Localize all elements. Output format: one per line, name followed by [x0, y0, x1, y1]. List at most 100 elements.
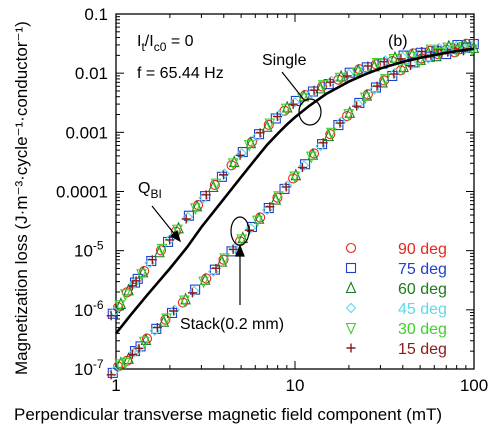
- legend-label: 45 deg: [398, 301, 447, 318]
- data-point-stack: [281, 180, 293, 191]
- data-point-stack: [188, 285, 200, 297]
- qbi-curve-line: [114, 47, 475, 335]
- qbi-arrowhead: [169, 229, 181, 243]
- single-ellipse: [298, 98, 322, 126]
- frequency-annotation: f = 65.44 Hz: [137, 65, 224, 82]
- data-point-single: [114, 300, 126, 313]
- data-point-single: [181, 214, 191, 224]
- data-point-stack: [272, 192, 283, 203]
- data-point-single: [405, 51, 416, 64]
- data-point-single: [317, 80, 329, 92]
- data-point-single: [243, 140, 255, 152]
- data-point-single: [273, 109, 284, 121]
- data-point-stack: [298, 160, 310, 171]
- legend-label: 75 deg: [398, 261, 447, 278]
- x-tick-label: 1: [111, 376, 120, 395]
- plot-layer: 1 10 100 0.1 0.01 0.001 0.0001 10-5 10-6 10-7: [56, 5, 488, 395]
- data-point-single: [155, 245, 167, 256]
- data-point-stack: [323, 129, 335, 142]
- single-arrow: [281, 71, 306, 102]
- data-point-stack: [308, 148, 320, 159]
- legend: 90 deg 75 deg 60 deg 45 deg 30 deg 15 deg: [345, 241, 447, 358]
- annotation-marks: [151, 71, 322, 305]
- data-point-single: [326, 75, 337, 87]
- data-point-stack: [119, 357, 131, 370]
- legend-marker: [345, 242, 357, 254]
- data-point-single: [379, 55, 391, 66]
- data-point-stack: [236, 234, 248, 247]
- data-point-stack: [198, 276, 209, 289]
- data-point-stack: [343, 109, 355, 121]
- data-point-stack: [187, 288, 197, 298]
- data-point-stack: [141, 333, 153, 344]
- data-point-stack: [335, 116, 347, 128]
- legend-marker: [345, 302, 357, 314]
- data-point-stack: [106, 370, 116, 380]
- data-point-single: [288, 99, 298, 109]
- panel-label: (b): [388, 33, 408, 50]
- data-point-stack: [362, 89, 373, 100]
- data-point-single: [165, 235, 175, 245]
- data-point-single: [342, 71, 352, 81]
- data-point-single: [333, 74, 344, 85]
- data-point-single: [136, 269, 147, 282]
- legend-label: 90 deg: [398, 241, 447, 258]
- data-point-stack: [335, 118, 345, 128]
- data-point-single: [219, 170, 229, 180]
- y-tick-label: 0.0001: [56, 183, 108, 202]
- stack-annotation: Stack(0.2 mm): [180, 316, 284, 333]
- data-point-single: [139, 266, 150, 277]
- data-point-single: [325, 77, 335, 87]
- data-point-stack: [138, 336, 150, 349]
- data-point-stack: [169, 306, 179, 316]
- data-point-single: [207, 180, 219, 192]
- data-point-stack: [127, 349, 137, 359]
- data-point-single: [106, 311, 116, 321]
- data-point-stack: [265, 202, 275, 212]
- data-point-stack: [326, 127, 337, 140]
- x-tick-label: 100: [460, 376, 488, 395]
- data-point-single: [190, 203, 201, 216]
- qbi-arrow: [151, 205, 177, 237]
- data-point-stack: [377, 75, 388, 88]
- data-point-stack: [211, 263, 221, 273]
- y-tick-label: 0.01: [75, 64, 108, 83]
- data-point-single: [227, 158, 239, 171]
- data-point-single: [226, 160, 237, 171]
- data-point-single: [131, 276, 141, 286]
- x-axis-title: Perpendicular transverse magnetic field …: [14, 405, 442, 424]
- y-tick-label: 0.1: [84, 5, 108, 24]
- data-point-single: [235, 150, 245, 160]
- data-point-stack: [169, 304, 180, 315]
- stack-arrowhead: [235, 244, 245, 257]
- data-point-single: [289, 96, 301, 108]
- data-point-single: [351, 67, 363, 80]
- data-point-single: [334, 72, 346, 85]
- data-point-stack: [305, 151, 317, 164]
- data-point-single: [127, 281, 137, 291]
- y-axis-title: Magnetization loss (J·m⁻³·cycle⁻¹·conduc…: [12, 21, 31, 375]
- data-point-stack: [255, 212, 266, 223]
- current-ratio-annotation: It/Ic0 = 0: [137, 33, 194, 54]
- data-point-stack: [288, 173, 299, 184]
- data-point-stack: [177, 297, 188, 308]
- x-tick-label: 10: [286, 376, 305, 395]
- data-point-single: [317, 81, 328, 92]
- data-point-single: [261, 119, 273, 132]
- legend-marker: [346, 343, 356, 353]
- qbi-annotation: QBI: [138, 180, 162, 201]
- data-point-stack: [352, 98, 364, 110]
- data-point-stack: [318, 138, 328, 148]
- data-point-stack: [389, 69, 399, 79]
- data-point-stack: [158, 314, 170, 327]
- legend-marker: [345, 281, 357, 294]
- data-point-stack: [179, 295, 190, 308]
- single-annotation: Single: [262, 52, 307, 69]
- data-point-single: [309, 85, 319, 95]
- data-point-single: [315, 81, 326, 94]
- data-point-single: [119, 289, 131, 302]
- data-point-stack: [325, 129, 336, 140]
- data-point-single: [280, 103, 292, 116]
- data-point-single: [246, 136, 257, 147]
